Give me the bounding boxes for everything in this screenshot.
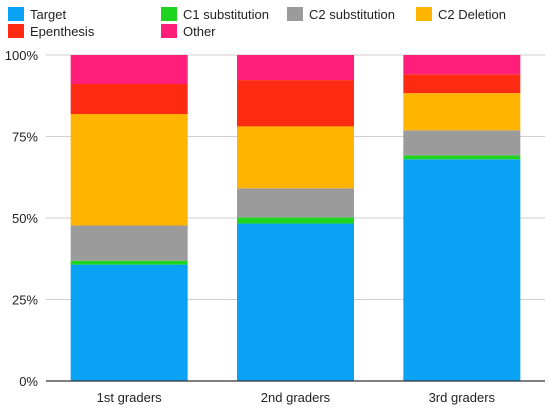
bar-segment <box>237 223 354 381</box>
bar-segment <box>237 55 354 81</box>
legend-item-c2-substitution: C2 substitution <box>287 6 395 22</box>
y-tick-label: 50% <box>12 211 38 226</box>
legend-item-c1-substitution: C1 substitution <box>161 6 269 22</box>
x-tick-label: 1st graders <box>97 390 163 405</box>
bar-segment <box>70 264 188 381</box>
bar-segment <box>237 80 354 127</box>
legend: Target C1 substitution C2 substitution C… <box>6 4 546 39</box>
x-tick-label: 3rd graders <box>429 390 496 405</box>
legend-swatch-c2-substitution <box>287 7 303 21</box>
legend-label-target: Target <box>30 6 67 22</box>
bar-segment <box>70 55 188 85</box>
legend-label-other: Other <box>183 23 216 39</box>
legend-swatch-target <box>8 7 24 21</box>
bar-segment <box>237 217 354 224</box>
legend-label-c2-deletion: C2 Deletion <box>438 6 506 22</box>
bar-segment <box>70 114 188 226</box>
bar-segment <box>403 130 521 156</box>
y-tick-label: 0% <box>19 374 38 389</box>
bar-segment <box>403 155 521 160</box>
legend-item-c2-deletion: C2 Deletion <box>416 6 506 22</box>
legend-item-target: Target <box>8 6 66 22</box>
bar-segment <box>403 55 521 75</box>
legend-swatch-epenthesis <box>8 24 24 38</box>
bar-segment <box>70 84 188 115</box>
legend-label-c1-substitution: C1 substitution <box>183 6 269 22</box>
legend-swatch-c1-substitution <box>161 7 177 21</box>
bar-segment <box>403 74 521 94</box>
legend-item-other: Other <box>161 23 216 39</box>
legend-swatch-c2-deletion <box>416 7 432 21</box>
legend-label-c2-substitution: C2 substitution <box>309 6 395 22</box>
bar-segment <box>403 159 521 381</box>
y-tick-label: 25% <box>12 293 38 308</box>
y-tick-label: 75% <box>12 130 38 145</box>
legend-label-epenthesis: Epenthesis <box>30 23 95 39</box>
bar-segment <box>403 93 521 131</box>
bar-segment <box>237 126 354 189</box>
x-tick-label: 2nd graders <box>261 390 331 405</box>
bar-segment <box>237 188 354 218</box>
legend-swatch-other <box>161 24 177 38</box>
bar-segment <box>70 225 188 261</box>
bar-segment <box>70 260 188 265</box>
y-tick-label: 100% <box>5 48 39 63</box>
legend-item-epenthesis: Epenthesis <box>8 23 94 39</box>
